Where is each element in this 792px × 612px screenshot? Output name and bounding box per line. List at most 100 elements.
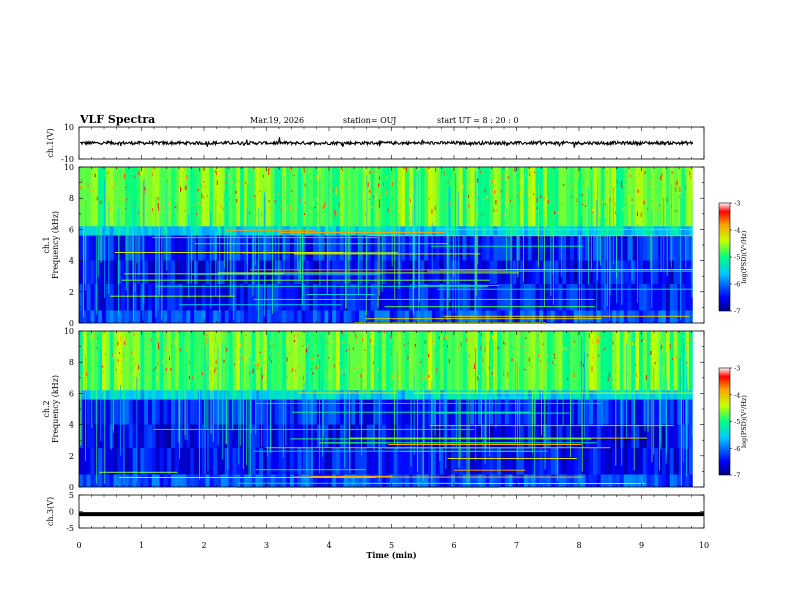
ch2-spectrogram-cell xyxy=(324,424,329,448)
ch1-spectrogram-speck xyxy=(251,168,253,172)
ch1-spectrogram-speck xyxy=(431,213,433,215)
ch2-spectrogram-cell xyxy=(217,390,222,400)
ch2-spectrogram-cell xyxy=(688,390,694,400)
ch2-spectrogram-cell xyxy=(263,474,268,487)
ch1-spectrogram-cell xyxy=(148,167,153,230)
ch2-spectrogram-cell xyxy=(163,390,168,400)
ch2-spectrogram-cell xyxy=(144,448,149,475)
ch1-spectrogram-speck xyxy=(199,201,201,203)
ch2-spectrogram-cell xyxy=(669,399,674,425)
ch2-spectrogram-cell xyxy=(220,474,226,487)
ch2-spectrogram-speck xyxy=(211,373,213,376)
ch1-spectrogram-speck xyxy=(465,175,466,180)
ch2-spectrogram-cell xyxy=(397,474,402,487)
ch1-spectrogram-speck xyxy=(466,188,468,191)
ch2-spectrogram-cell xyxy=(148,390,153,400)
ch1-spectrogram-cell xyxy=(174,226,180,236)
ch1-spectrogram-cell xyxy=(351,167,356,230)
ch1-spectrogram-speck xyxy=(500,189,502,193)
ch2-spectrogram-cell xyxy=(477,424,483,448)
ch1-spectrogram-cell xyxy=(401,310,406,323)
ch2-spectrogram-cell xyxy=(136,390,141,400)
ch2-spectrogram-cell xyxy=(251,424,256,448)
ch2-spectrogram-cell xyxy=(163,474,168,487)
ch2-spectrogram-speck xyxy=(428,374,430,378)
ch1-spectrogram-cell xyxy=(362,235,368,261)
ch1-spectrogram-cell xyxy=(347,284,352,311)
ch1-spectrogram-speck xyxy=(338,203,340,207)
ch1-spectrogram-cell xyxy=(113,284,118,311)
ch2-spectrogram-cell xyxy=(362,474,368,487)
ch1-spectrogram-cell xyxy=(420,167,425,230)
ch1-spectrogram-cell xyxy=(336,235,341,261)
ch2-spectrogram-speck xyxy=(390,335,392,339)
ch1-spectrogram-speck xyxy=(144,186,146,191)
ch1-spectrogram-cell xyxy=(309,310,314,323)
ch2-spectrogram-speck xyxy=(616,364,618,368)
ch2-spectrogram-cell xyxy=(102,331,107,394)
ch1-spectrogram-cell xyxy=(194,260,199,284)
ch2-spectrogram-speck xyxy=(589,371,590,377)
ch1-spectrogram-cell xyxy=(470,226,475,236)
ch1-spectrogram-cell xyxy=(539,260,544,284)
ch1-spectrogram-cell xyxy=(209,284,214,311)
ch1-spectrogram-tone xyxy=(431,245,584,247)
ch1-spectrogram-cell xyxy=(527,235,533,261)
ch2-spectrogram-cell xyxy=(428,448,433,475)
ch1-spectrogram-cell xyxy=(382,167,387,230)
ch2-spectrogram-cell xyxy=(642,474,648,487)
ch2-spectrogram-speck xyxy=(155,366,157,369)
ch2-spectrogram-streak xyxy=(100,349,102,442)
ch2-spectrogram-cell xyxy=(424,448,429,475)
ch2-spectrogram-streak xyxy=(184,332,186,435)
ch1-spectrogram-cell xyxy=(163,260,168,284)
ch2-spectrogram-cell xyxy=(374,448,379,475)
ch2-spectrogram-cell xyxy=(109,331,114,394)
ch1-spectrogram-cell xyxy=(435,284,440,311)
ch2-spectrogram-cell xyxy=(339,448,345,475)
ch1-spectrogram-cell xyxy=(631,235,636,261)
ch1-spectrogram-streak xyxy=(275,224,277,276)
ch1-spectrogram-cell xyxy=(385,284,391,311)
ch2-spectrogram-cell xyxy=(669,474,674,487)
ch1-spectrogram-cell xyxy=(385,226,391,236)
ch1-spectrogram-speck xyxy=(627,196,629,199)
ch2-spectrogram-speck xyxy=(635,363,636,366)
ch1-spectrogram-cell xyxy=(493,167,498,230)
ch2-spectrogram-cell xyxy=(677,474,682,487)
ch2-spectrogram-cell xyxy=(443,331,448,394)
ch2-spectrogram-speck xyxy=(165,332,167,338)
ch1-spectrogram-cell xyxy=(305,226,310,236)
ch1-spectrogram-speck xyxy=(341,185,343,189)
ch2-spectrogram-cell xyxy=(105,331,111,394)
ch2-spectrogram-speck xyxy=(504,342,506,346)
ch1-spectrogram-cell xyxy=(435,235,440,261)
ch1-spectrogram-cell xyxy=(623,226,628,236)
ch2-spectrogram-streak xyxy=(91,364,93,428)
ch2-spectrogram-cell xyxy=(673,399,678,425)
ch2-spectrogram-streak xyxy=(556,373,558,482)
ch1-spectrogram-cell xyxy=(385,235,391,261)
ch1-spectrogram-speck xyxy=(678,194,680,199)
ch1-spectrogram-cell xyxy=(128,226,134,236)
ch1-spectrogram-cell xyxy=(220,167,226,230)
ch1-spectrogram-speck xyxy=(107,171,109,174)
ch2-spectrogram-cell xyxy=(125,424,130,448)
ch1-spectrogram-cell xyxy=(224,167,230,230)
ch1-spectrogram-cell xyxy=(520,284,525,311)
ch1-spectrogram-cell xyxy=(393,167,398,230)
ch2-spectrogram-cell xyxy=(500,474,506,487)
ch2-spectrogram-cell xyxy=(305,448,310,475)
ch1-spectrogram-tone xyxy=(368,235,693,237)
ch1-spectrogram-speck xyxy=(434,205,436,211)
ch1-spectrogram-speck xyxy=(689,171,691,176)
ch2-spectrogram-cell xyxy=(125,331,130,394)
ch2-spectrogram-cell xyxy=(144,424,149,448)
ch1-spectrogram-speck xyxy=(383,183,384,186)
ch2-spectrogram-cell xyxy=(343,390,348,400)
ch1-spectrogram-cell xyxy=(493,235,498,261)
ch1-spectrogram-cell xyxy=(86,310,91,323)
ch1-spectrogram-speck xyxy=(145,196,146,201)
ch1-spectrogram-cell xyxy=(612,260,617,284)
ch2-spectrogram-cell xyxy=(197,474,203,487)
